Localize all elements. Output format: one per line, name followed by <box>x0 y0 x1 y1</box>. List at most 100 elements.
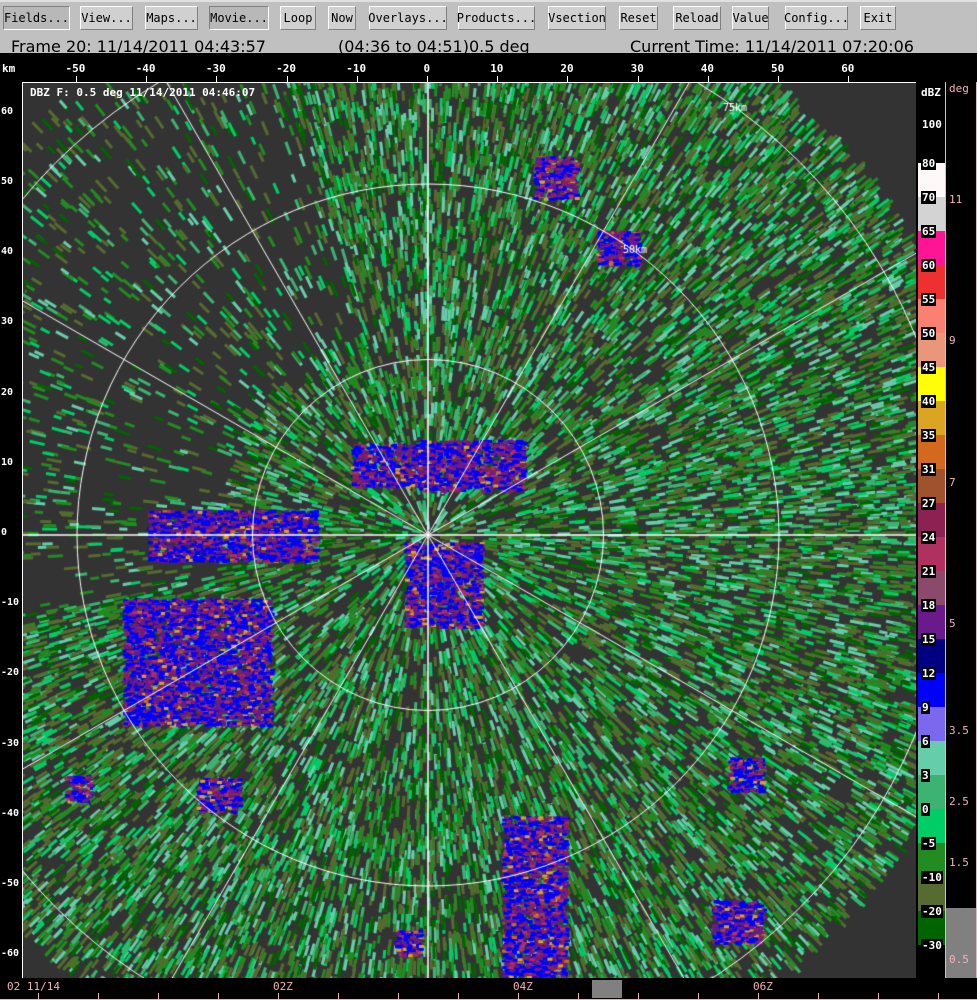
timeline-label: 02Z <box>273 980 293 993</box>
y-tick-label: -60 <box>1 948 20 960</box>
elevation-label[interactable]: 5 <box>949 617 956 630</box>
scale-label: 35 <box>921 429 937 442</box>
x-tick-mark <box>146 76 148 82</box>
scale-label: 70 <box>921 191 937 204</box>
elevation-label[interactable]: 3.5 <box>949 724 969 737</box>
x-tick-label: 60 <box>841 62 855 75</box>
elevation-label[interactable]: 11 <box>949 193 963 206</box>
timeline-tick <box>818 993 819 999</box>
timeline-tick <box>218 993 219 999</box>
timeline-label: 02 11/14 <box>7 980 60 993</box>
scale-label: 15 <box>921 633 937 646</box>
scale-label: 31 <box>921 463 937 476</box>
scale-label: -30 <box>921 939 943 952</box>
y-tick-label: 10 <box>1 456 14 468</box>
dbz-color-scale: dBZ 100 80 70 65 60 55 50 45 40 35 31 27 24 21 18 15 12… <box>916 82 977 978</box>
timeline[interactable]: 02 11/14 02Z 04Z 06Z <box>0 978 977 1000</box>
scale-label: 40 <box>921 395 937 408</box>
x-tick-label: 50 <box>771 62 785 75</box>
toolbar: Fields... View... Maps... Movie... Loop Now Ov… <box>0 0 977 53</box>
scale-label: 65 <box>921 225 937 238</box>
y-tick-label: 0 <box>1 527 8 538</box>
toolbar-button-products[interactable]: Products... <box>457 6 536 30</box>
elevation-label[interactable]: 2.5 <box>949 795 969 808</box>
timeline-tick <box>398 993 399 999</box>
toolbar-button-reset[interactable]: Reset <box>619 6 658 30</box>
timeline-tick <box>638 993 639 999</box>
x-tick-mark <box>567 76 569 82</box>
x-tick-mark <box>216 76 218 82</box>
scale-unit: dBZ <box>920 86 942 99</box>
scale-label: 45 <box>921 361 937 374</box>
toolbar-button-overlays[interactable]: Overlays... <box>368 6 448 30</box>
toolbar-button-loop[interactable]: Loop <box>280 6 316 30</box>
toolbar-button-maps[interactable]: Maps... <box>145 6 198 30</box>
x-tick-mark <box>286 76 288 82</box>
scale-label: 18 <box>921 599 937 612</box>
y-tick-label: -40 <box>1 807 20 819</box>
x-tick-label: 30 <box>630 62 644 75</box>
scale-label: 24 <box>921 531 937 544</box>
toolbar-button-config[interactable]: Config... <box>784 6 849 30</box>
scale-top-label: 100 <box>921 118 943 131</box>
timeline-tick <box>158 993 159 999</box>
timeline-tick <box>518 993 519 999</box>
x-tick-mark <box>778 76 779 82</box>
scale-label: -10 <box>921 871 943 884</box>
y-tick-label: 20 <box>1 386 14 398</box>
toolbar-button-vsection[interactable]: Vsection <box>548 6 606 30</box>
toolbar-button-movie[interactable]: Movie... <box>209 6 269 30</box>
toolbar-button-view[interactable]: View... <box>80 6 133 30</box>
timeline-tick <box>878 993 879 999</box>
x-tick-mark <box>637 76 639 82</box>
timeline-tick <box>98 993 99 999</box>
scale-label: 55 <box>921 293 937 306</box>
toolbar-button-exit[interactable]: Exit <box>860 6 896 30</box>
frame-label: Frame 20: 11/14/2011 04:43:57 <box>11 37 266 56</box>
elevation-label[interactable]: 1.5 <box>949 856 969 869</box>
toolbar-button-now[interactable]: Now <box>328 6 356 30</box>
radar-display[interactable] <box>22 82 917 979</box>
x-tick-mark <box>707 76 709 82</box>
scale-label: 9 <box>921 701 930 714</box>
selected-elevation[interactable] <box>946 908 976 978</box>
x-tick-label: 10 <box>490 62 504 75</box>
x-tick-label: 20 <box>560 62 574 75</box>
elevation-scale[interactable]: deg 11 9 7 5 3.5 2.5 1.5 0.5 <box>945 82 977 978</box>
scale-label: 50 <box>921 327 937 340</box>
x-tick-label: -20 <box>276 62 296 75</box>
frame-range-label: (04:36 to 04:51)0.5 deg <box>338 37 530 56</box>
scale-label: 3 <box>921 769 930 782</box>
scale-label: 6 <box>921 735 930 748</box>
x-tick-mark <box>848 76 850 82</box>
elevation-label[interactable]: 0.5 <box>949 953 969 966</box>
x-tick-mark <box>427 76 428 82</box>
toolbar-button-value[interactable]: Value <box>732 6 769 30</box>
timeline-current-frame[interactable] <box>592 980 622 998</box>
timeline-tick <box>278 993 279 999</box>
y-tick-label: 30 <box>1 316 14 328</box>
x-tick-label: 0 <box>423 62 431 75</box>
elevation-label[interactable]: 7 <box>949 476 956 489</box>
y-tick-label: 40 <box>1 246 14 258</box>
unit-label: km <box>2 62 16 75</box>
timeline-tick <box>458 993 459 999</box>
timeline-tick <box>758 993 759 999</box>
timeline-tick <box>338 993 339 999</box>
current-time-label: Current Time: 11/14/2011 07:20:06 <box>630 37 914 56</box>
scale-label: 27 <box>921 497 937 510</box>
scale-label: -20 <box>921 905 943 918</box>
scale-label: 0 <box>921 803 930 816</box>
x-tick-mark <box>356 76 358 82</box>
scale-label: 80 <box>921 157 937 170</box>
scale-label: 12 <box>921 667 937 680</box>
y-tick-label: -50 <box>1 878 20 889</box>
plot-title: DBZ F: 0.5 deg 11/14/2011 04:46:07 <box>30 86 256 99</box>
toolbar-button-reload[interactable]: Reload <box>673 6 721 30</box>
toolbar-button-fields[interactable]: Fields... <box>3 6 70 30</box>
timeline-label: 06Z <box>753 980 773 993</box>
scale-label: 60 <box>921 259 937 272</box>
x-tick-label: 40 <box>700 62 715 75</box>
scale-label: 21 <box>921 565 937 578</box>
elevation-label[interactable]: 9 <box>949 334 956 347</box>
